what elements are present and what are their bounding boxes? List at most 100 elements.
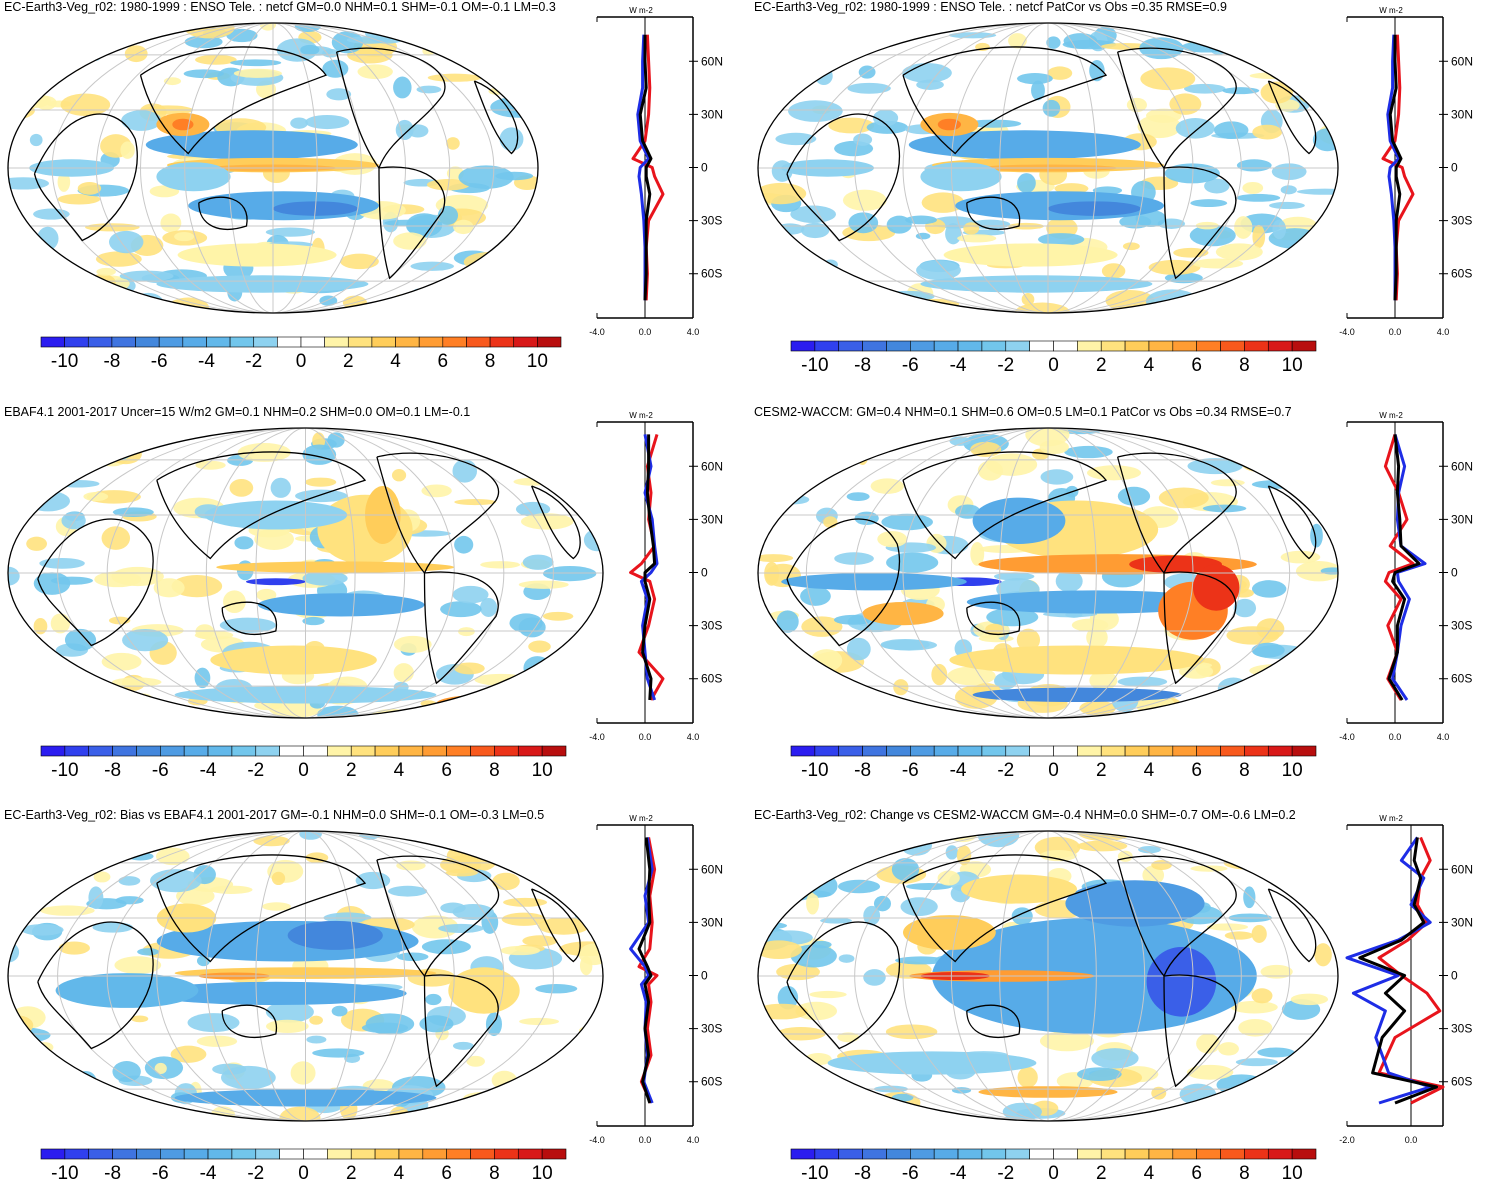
colorbar-label: -8 bbox=[854, 1163, 871, 1184]
colorbar-label: 4 bbox=[390, 351, 401, 372]
colorbar-label: -6 bbox=[902, 355, 919, 376]
panel-3: EBAF4.1 2001-2017 Uncer=15 W/m2 GM=0.1 N… bbox=[0, 405, 746, 798]
units-label: W m-2 bbox=[1379, 814, 1403, 823]
zonal-mean-plot: -4.0 0.0 4.0 60N 30N 0 30S 60S W m-2 bbox=[589, 814, 723, 1145]
colorbar-label: 8 bbox=[1239, 355, 1250, 376]
lat-tick-label: 30S bbox=[701, 619, 722, 633]
colorbar-label: 0 bbox=[296, 351, 307, 372]
colorbar-label: -2 bbox=[997, 760, 1014, 781]
lat-tick-label: 30N bbox=[1451, 915, 1473, 929]
x-tick-label: -4.0 bbox=[589, 1135, 605, 1145]
series-black bbox=[641, 434, 657, 701]
colorbar-label: -6 bbox=[902, 760, 919, 781]
lat-tick-label: 30S bbox=[701, 214, 722, 228]
panel-4: CESM2-WACCM: GM=0.4 NHM=0.1 SHM=0.6 OM=0… bbox=[750, 405, 1493, 798]
lat-tick-label: 30N bbox=[701, 915, 723, 929]
series-black bbox=[638, 34, 653, 301]
lat-tick-label: 0 bbox=[701, 566, 708, 580]
x-tick-label: 4.0 bbox=[687, 327, 700, 337]
panel-graphics: -4.0 0.0 4.0 60N 30N 0 30S 60S W m-2 -10 -8 -6 -4 -2 0… bbox=[7, 6, 723, 372]
lat-tick-label: 0 bbox=[1451, 566, 1458, 580]
units-label: W m-2 bbox=[1379, 411, 1403, 420]
x-tick-label: 4.0 bbox=[687, 732, 700, 742]
x-tick-label: 0.0 bbox=[639, 1135, 652, 1145]
colorbar-label: 8 bbox=[1239, 760, 1250, 781]
colorbar-label: 0 bbox=[1048, 1163, 1059, 1184]
x-tick-label: -4.0 bbox=[589, 327, 605, 337]
units-label: W m-2 bbox=[629, 814, 653, 823]
lat-tick-label: 30S bbox=[1451, 619, 1472, 633]
panel-graphics: -4.0 0.0 4.0 60N 30N 0 30S 60S W m-2 -10 -8 -6 -4 -2 0… bbox=[757, 411, 1473, 781]
series-red bbox=[631, 34, 665, 301]
lat-tick-label: 60N bbox=[1451, 459, 1473, 473]
map-field bbox=[8, 428, 603, 718]
lat-tick-label: 60S bbox=[701, 1075, 722, 1089]
series-red bbox=[1381, 34, 1415, 301]
colorbar-label: -8 bbox=[104, 760, 121, 781]
lat-tick-label: 60S bbox=[701, 267, 722, 281]
colorbar: -10 -8 -6 -4 -2 0 2 4 6 8 10 bbox=[790, 1148, 1317, 1184]
lat-tick-label: 0 bbox=[701, 161, 708, 175]
colorbar-label: -6 bbox=[151, 351, 168, 372]
colorbar-label: -2 bbox=[247, 760, 264, 781]
x-tick-label: -4.0 bbox=[589, 732, 605, 742]
map-field bbox=[758, 831, 1338, 1121]
x-tick-label: 0.0 bbox=[639, 327, 652, 337]
map-field bbox=[8, 23, 538, 313]
lat-tick-label: 30N bbox=[1451, 512, 1473, 526]
colorbar-label: -10 bbox=[51, 1163, 78, 1184]
colorbar-label: -4 bbox=[200, 1163, 217, 1184]
panel-6: EC-Earth3-Veg_r02: Change vs CESM2-WACCM… bbox=[750, 808, 1493, 1201]
x-tick-label: 0.0 bbox=[1389, 327, 1402, 337]
colorbar-label: 0 bbox=[1048, 355, 1059, 376]
colorbar-label: 4 bbox=[1144, 355, 1155, 376]
map-field bbox=[8, 831, 603, 1121]
colorbar-label: -6 bbox=[902, 1163, 919, 1184]
x-tick-label: 0.0 bbox=[1389, 732, 1402, 742]
colorbar-label: 8 bbox=[1239, 1163, 1250, 1184]
colorbar-label: 2 bbox=[343, 351, 354, 372]
series-black bbox=[1358, 837, 1439, 1105]
colorbar-label: 6 bbox=[1191, 760, 1202, 781]
colorbar-label: -10 bbox=[801, 760, 828, 781]
colorbar-label: 4 bbox=[1144, 760, 1155, 781]
zonal-mean-plot: -4.0 0.0 4.0 60N 30N 0 30S 60S W m-2 bbox=[1339, 411, 1473, 742]
lat-tick-label: 30S bbox=[1451, 214, 1472, 228]
colorbar: -10 -8 -6 -4 -2 0 2 4 6 8 10 bbox=[790, 745, 1317, 781]
colorbar-label: -6 bbox=[152, 760, 169, 781]
colorbar-label: -4 bbox=[950, 355, 967, 376]
lat-tick-label: 60S bbox=[1451, 267, 1472, 281]
colorbar-label: 2 bbox=[1096, 355, 1107, 376]
colorbar-label: 10 bbox=[527, 351, 548, 372]
lat-tick-label: 60S bbox=[701, 672, 722, 686]
colorbar-label: -4 bbox=[950, 1163, 967, 1184]
panel-title: EC-Earth3-Veg_r02: Change vs CESM2-WACCM… bbox=[754, 808, 1296, 822]
series-black bbox=[637, 837, 653, 1104]
map-field bbox=[758, 23, 1338, 313]
x-tick-label: -2.0 bbox=[1339, 1135, 1355, 1145]
panel-1: EC-Earth3-Veg_r02: 1980-1999 : ENSO Tele… bbox=[0, 0, 746, 393]
x-tick-label: 4.0 bbox=[1437, 732, 1450, 742]
panel-title: EBAF4.1 2001-2017 Uncer=15 W/m2 GM=0.1 N… bbox=[4, 405, 471, 419]
panel-title: EC-Earth3-Veg_r02: 1980-1999 : ENSO Tele… bbox=[4, 0, 556, 14]
x-tick-label: 0.0 bbox=[639, 732, 652, 742]
colorbar-label: -2 bbox=[997, 355, 1014, 376]
lat-tick-label: 30N bbox=[1451, 107, 1473, 121]
colorbar-label: 6 bbox=[438, 351, 449, 372]
colorbar-label: -8 bbox=[854, 355, 871, 376]
map-field bbox=[758, 428, 1338, 718]
colorbar-label: 2 bbox=[346, 760, 357, 781]
colorbar-label: -4 bbox=[950, 760, 967, 781]
units-label: W m-2 bbox=[629, 411, 653, 420]
panel-2: EC-Earth3-Veg_r02: 1980-1999 : ENSO Tele… bbox=[750, 0, 1493, 393]
x-tick-label: 4.0 bbox=[1437, 327, 1450, 337]
colorbar-label: -2 bbox=[245, 351, 262, 372]
colorbar: -10 -8 -6 -4 -2 0 2 4 6 8 10 bbox=[40, 336, 562, 372]
units-label: W m-2 bbox=[1379, 6, 1403, 15]
x-tick-label: 0.0 bbox=[1405, 1135, 1418, 1145]
colorbar-label: 10 bbox=[1282, 355, 1303, 376]
panel-title: EC-Earth3-Veg_r02: 1980-1999 : ENSO Tele… bbox=[754, 0, 1227, 14]
colorbar: -10 -8 -6 -4 -2 0 2 4 6 8 10 bbox=[40, 1148, 567, 1184]
colorbar: -10 -8 -6 -4 -2 0 2 4 6 8 10 bbox=[40, 745, 567, 781]
zonal-mean-plot: -2.0 0.0 60N 30N 0 30S 60S W m-2 bbox=[1339, 814, 1473, 1145]
